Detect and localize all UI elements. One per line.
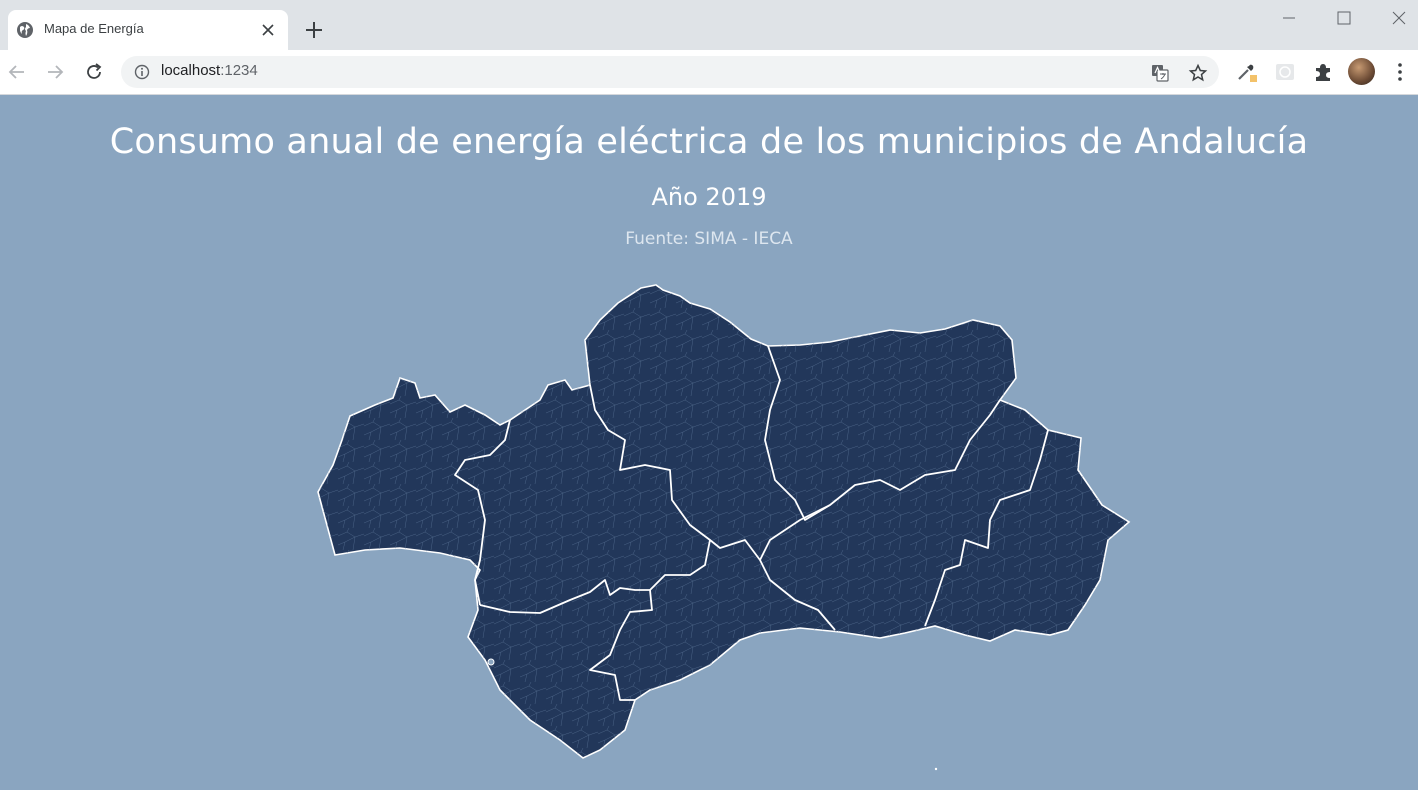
close-icon[interactable] (258, 20, 278, 40)
page-content: Consumo anual de energía eléctrica de lo… (0, 95, 1418, 790)
border-malaga-granada-west (709, 539, 836, 631)
plus-icon[interactable] (303, 19, 325, 41)
andalucia-map[interactable] (0, 95, 1418, 790)
puzzle-extensions-icon[interactable] (1312, 61, 1334, 83)
browser-toolbar: localhost:1234 (0, 50, 1418, 95)
url-text: localhost:1234 (161, 62, 258, 79)
star-icon[interactable] (1188, 63, 1208, 83)
translate-icon[interactable] (1150, 63, 1170, 83)
page-title: Consumo anual de energía eléctrica de lo… (109, 122, 1309, 162)
map-dot (934, 767, 938, 771)
border-huelva-sevilla (454, 419, 511, 606)
minimize-icon[interactable] (1281, 10, 1297, 26)
border-cordoba-jaen (764, 345, 1001, 521)
url-port: :1234 (220, 62, 258, 79)
page-subtitle: Año 2019 (651, 183, 767, 211)
info-icon[interactable] (134, 64, 150, 80)
browser-tab[interactable]: Mapa de Energía (8, 10, 288, 50)
border-cordoba-granada (759, 504, 831, 561)
back-arrow-icon[interactable] (6, 61, 28, 83)
cadiz-bay (487, 658, 495, 666)
forward-arrow-icon[interactable] (44, 61, 66, 83)
border-granada-almeria (924, 429, 1049, 627)
border-sevilla-cadiz (479, 579, 653, 701)
reload-icon[interactable] (83, 61, 105, 83)
kebab-menu-icon[interactable] (1389, 61, 1411, 83)
maximize-icon[interactable] (1336, 10, 1352, 26)
tab-title: Mapa de Energía (44, 21, 144, 36)
data-source: Fuente: SIMA - IECA (625, 229, 793, 249)
browser-titlebar: Mapa de Energía (0, 0, 1418, 50)
andalucia-outline (317, 284, 1131, 759)
eyedropper-extension-icon[interactable] (1235, 61, 1257, 83)
avatar[interactable] (1348, 58, 1375, 85)
border-sevilla-cordoba (589, 384, 711, 591)
address-bar[interactable]: localhost:1234 (121, 56, 1219, 88)
globe-icon (17, 22, 33, 38)
window-close-icon[interactable] (1391, 10, 1407, 26)
extension-icon[interactable] (1274, 61, 1296, 83)
url-host: localhost (161, 62, 221, 79)
municipality-borders (318, 285, 1129, 758)
province-borders (454, 345, 1049, 701)
